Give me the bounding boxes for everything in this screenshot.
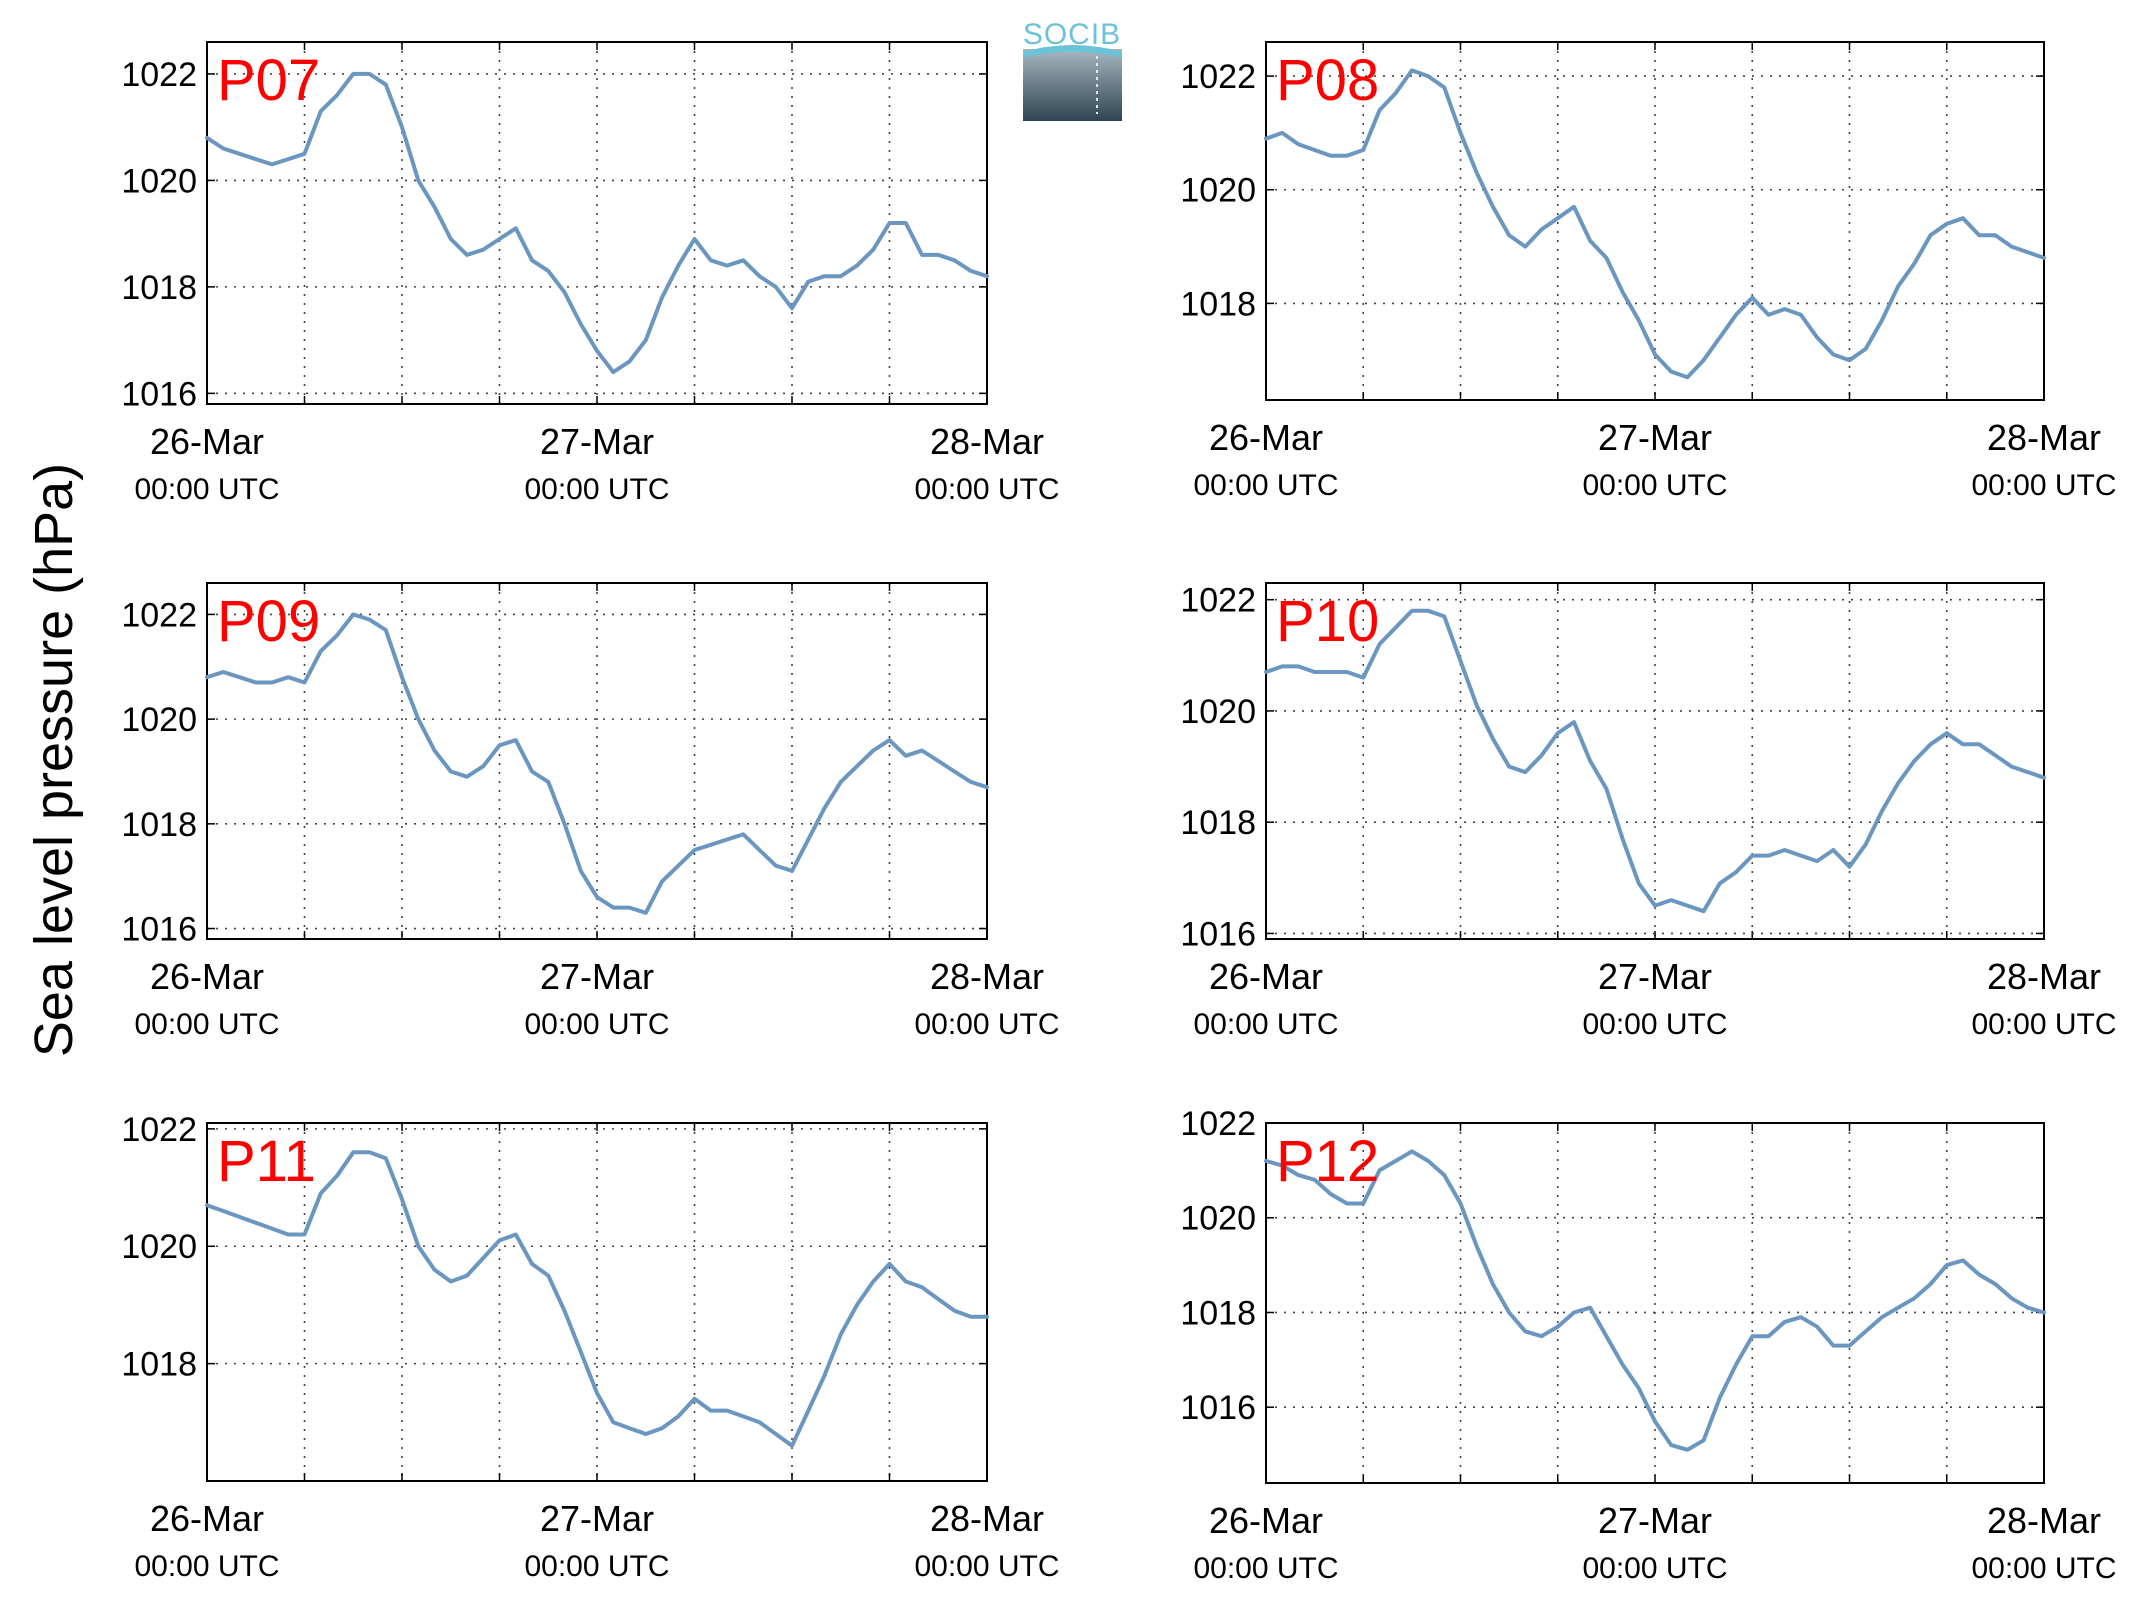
y-tick-label: 1018	[121, 806, 197, 844]
station-label: P11	[217, 1129, 316, 1194]
x-tick-time-label: 00:00 UTC	[524, 473, 669, 506]
panel-p11: 1018 1020 1022 26-Mar 00:00 UTC 27-Mar 00:00 U…	[121, 1111, 1059, 1583]
panel-p09: 1016 1018 1020 1022 26-Mar 00:00 UTC 27-Mar 00:…	[121, 582, 1060, 1041]
station-label: P10	[1276, 589, 1379, 654]
socib-logo-box	[1023, 49, 1122, 121]
y-tick-label: 1016	[1180, 1389, 1256, 1427]
y-tick-label: 1018	[121, 1346, 197, 1384]
y-axis-label: Sea level pressure (hPa)	[24, 463, 84, 1057]
x-tick-date-label: 26-Mar	[150, 421, 264, 462]
x-tick-date-label: 27-Mar	[540, 421, 654, 462]
y-tick-label: 1022	[1180, 58, 1256, 96]
x-tick-time-label: 00:00 UTC	[134, 1008, 279, 1041]
x-tick-date-label: 28-Mar	[930, 421, 1044, 462]
y-tick-label: 1020	[1180, 693, 1256, 731]
pressure-series-line	[205, 1150, 989, 1448]
x-tick-time-label: 00:00 UTC	[524, 1008, 669, 1041]
station-label: P08	[1276, 48, 1379, 113]
x-tick-date-label: 26-Mar	[1209, 417, 1323, 458]
y-tick-label: 1018	[121, 269, 197, 307]
x-tick-time-label: 00:00 UTC	[1971, 1552, 2116, 1585]
x-tick-date-label: 26-Mar	[150, 1498, 264, 1539]
x-tick-date-label: 27-Mar	[1598, 1500, 1712, 1541]
x-tick-time-label: 00:00 UTC	[914, 1008, 1059, 1041]
panel-p08: 1018 1020 1022 26-Mar 00:00 UTC 27-Mar 00:00 U…	[1180, 41, 2117, 502]
x-tick-date-label: 26-Mar	[1209, 956, 1323, 997]
x-tick-date-label: 27-Mar	[1598, 956, 1712, 997]
panel-p12: 1016 1018 1020 1022 26-Mar 00:00 UTC 27-Mar 00:…	[1180, 1105, 2116, 1585]
x-tick-time-label: 00:00 UTC	[1971, 1008, 2116, 1041]
y-tick-label: 1022	[121, 1111, 197, 1149]
socib-logo: SOCIB	[1023, 18, 1122, 121]
axes-frame	[1265, 582, 2045, 940]
axes-frame	[1265, 1122, 2045, 1484]
y-tick-label: 1022	[1180, 582, 1256, 620]
pressure-series-line	[205, 71, 989, 375]
y-tick-label: 1020	[121, 1228, 197, 1266]
y-tick-label: 1016	[1180, 915, 1256, 953]
panels: 1016 1018 1020 1022 26-Mar 00:00 UTC 27-Mar 00:…	[121, 41, 2117, 1585]
x-tick-time-label: 00:00 UTC	[914, 1550, 1059, 1583]
x-tick-time-label: 00:00 UTC	[1582, 1008, 1727, 1041]
x-tick-date-label: 28-Mar	[1987, 417, 2101, 458]
y-tick-label: 1022	[121, 596, 197, 634]
axes-frame	[206, 1122, 988, 1482]
y-tick-label: 1020	[1180, 172, 1256, 210]
x-tick-time-label: 00:00 UTC	[1582, 469, 1727, 502]
x-tick-time-label: 00:00 UTC	[1582, 1552, 1727, 1585]
pressure-series-line	[1264, 68, 2046, 380]
x-tick-date-label: 27-Mar	[540, 1498, 654, 1539]
y-tick-label: 1020	[121, 162, 197, 200]
x-tick-time-label: 00:00 UTC	[134, 1550, 279, 1583]
x-tick-time-label: 00:00 UTC	[134, 473, 279, 506]
socib-logo-wave	[1023, 45, 1122, 58]
y-tick-label: 1016	[121, 911, 197, 949]
station-label: P12	[1276, 1129, 1379, 1194]
x-tick-time-label: 00:00 UTC	[1193, 1008, 1338, 1041]
x-tick-time-label: 00:00 UTC	[1971, 469, 2116, 502]
x-tick-date-label: 26-Mar	[1209, 1500, 1323, 1541]
y-tick-label: 1020	[1180, 1200, 1256, 1238]
x-tick-date-label: 28-Mar	[1987, 956, 2101, 997]
socib-logo-text: SOCIB	[1023, 18, 1121, 51]
x-tick-date-label: 28-Mar	[930, 956, 1044, 997]
y-tick-label: 1016	[121, 375, 197, 413]
x-tick-date-label: 27-Mar	[540, 956, 654, 997]
pressure-series-line	[205, 612, 989, 915]
x-tick-date-label: 28-Mar	[1987, 1500, 2101, 1541]
x-tick-date-label: 27-Mar	[1598, 417, 1712, 458]
axes-frame	[206, 41, 988, 405]
panel-p07: 1016 1018 1020 1022 26-Mar 00:00 UTC 27-Mar 00:…	[121, 41, 1060, 506]
y-tick-label: 1020	[121, 701, 197, 739]
station-label: P07	[217, 48, 320, 113]
x-tick-time-label: 00:00 UTC	[1193, 469, 1338, 502]
y-tick-label: 1018	[1180, 1294, 1256, 1332]
x-tick-time-label: 00:00 UTC	[914, 473, 1059, 506]
panel-p10: 1016 1018 1020 1022 26-Mar 00:00 UTC 27-Mar 00:…	[1180, 582, 2116, 1041]
x-tick-date-label: 26-Mar	[150, 956, 264, 997]
x-tick-time-label: 00:00 UTC	[1193, 1552, 1338, 1585]
x-tick-date-label: 28-Mar	[930, 1498, 1044, 1539]
station-label: P09	[217, 589, 320, 654]
pressure-series-line	[1264, 608, 2046, 914]
y-tick-label: 1018	[1180, 804, 1256, 842]
y-tick-label: 1022	[1180, 1105, 1256, 1143]
y-tick-label: 1022	[121, 56, 197, 94]
x-tick-time-label: 00:00 UTC	[524, 1550, 669, 1583]
pressure-series-line	[1264, 1149, 2046, 1452]
y-tick-label: 1018	[1180, 285, 1256, 323]
axes-frame	[206, 582, 988, 940]
axes-frame	[1265, 41, 2045, 401]
